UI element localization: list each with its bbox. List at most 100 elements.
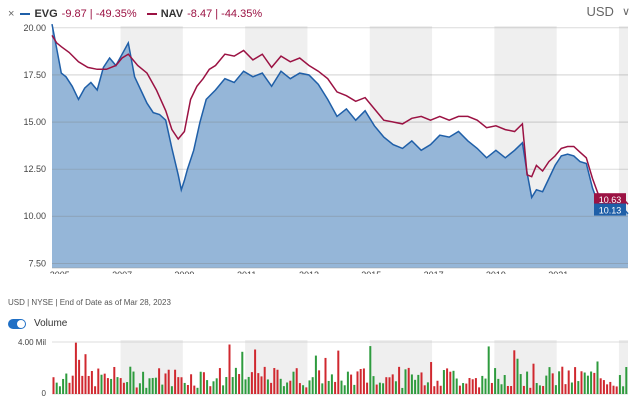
volume-bar	[567, 370, 570, 394]
volume-bar	[90, 370, 93, 394]
volume-bar	[129, 366, 132, 394]
volume-bar	[231, 377, 234, 394]
evg-end-label: 10.13	[599, 206, 622, 216]
volume-bar	[362, 368, 365, 394]
volume-bar	[305, 387, 308, 394]
volume-bar	[190, 374, 193, 394]
volume-bar	[410, 374, 413, 394]
volume-bar	[183, 382, 186, 394]
volume-bar	[394, 381, 397, 394]
volume-bar	[100, 374, 103, 394]
volume-bar	[215, 378, 218, 394]
volume-bar	[506, 385, 509, 394]
volume-toggle[interactable]	[8, 318, 26, 329]
volume-bar	[484, 378, 487, 394]
volume-bar	[404, 369, 407, 394]
volume-bar	[375, 384, 378, 394]
volume-bar	[138, 383, 141, 394]
volume-bar	[135, 387, 138, 394]
volume-bar	[238, 374, 241, 394]
y-tick-label: 17.50	[23, 70, 46, 80]
chart-legend: × EVG -9.87 | -49.35% NAV -8.47 | -44.35…	[8, 6, 272, 22]
volume-bar	[346, 371, 349, 394]
volume-bar	[145, 387, 148, 394]
volume-bar	[452, 370, 455, 394]
volume-bar	[586, 375, 589, 394]
volume-bar	[577, 381, 580, 394]
nav-swatch	[146, 13, 157, 15]
volume-bar	[551, 373, 554, 394]
volume-bar	[282, 386, 285, 394]
volume-bar	[302, 385, 305, 394]
volume-chart: 4.00 Mil 0	[18, 338, 628, 398]
volume-bar	[241, 351, 244, 394]
x-tick-label: 2013	[299, 270, 319, 274]
volume-bar	[366, 382, 369, 394]
volume-bar	[298, 383, 301, 394]
x-tick-label: 2019	[486, 270, 506, 274]
y-tick-label: 12.50	[23, 164, 46, 174]
volume-bar	[618, 375, 621, 394]
volume-bar	[503, 375, 506, 394]
volume-bar	[449, 371, 452, 394]
volume-bar	[193, 385, 196, 394]
volume-bar	[414, 379, 417, 394]
volume-bar	[273, 368, 276, 394]
volume-bar	[554, 385, 557, 394]
volume-bar	[401, 387, 404, 394]
volume-bar	[340, 380, 343, 394]
volume-bar	[490, 382, 493, 394]
volume-bar	[94, 386, 97, 394]
volume-bar	[62, 378, 65, 394]
volume-bar	[196, 387, 199, 394]
volume-toggle-row: Volume	[8, 318, 67, 329]
volume-bar	[250, 372, 253, 394]
volume-bar	[407, 367, 410, 394]
volume-bar	[545, 375, 548, 394]
volume-bar	[308, 380, 311, 394]
volume-bar	[385, 377, 388, 394]
volume-bar	[52, 377, 55, 394]
legend-evg-change: -9.87 | -49.35%	[61, 8, 137, 20]
volume-bar	[369, 346, 372, 394]
volume-bar	[116, 377, 119, 394]
volume-bar	[126, 382, 129, 394]
volume-bar	[558, 371, 561, 394]
volume-bar	[260, 376, 263, 394]
volume-bar	[596, 361, 599, 394]
volume-bar	[519, 374, 522, 394]
volume-bar	[228, 344, 231, 394]
volume-bar	[602, 380, 605, 394]
y-tick-label: 10.00	[23, 211, 46, 221]
vol-shaded-band-4	[618, 340, 628, 394]
volume-bar	[81, 375, 84, 394]
volume-bar	[462, 383, 465, 394]
volume-bar	[324, 357, 327, 394]
volume-bar	[254, 349, 257, 394]
volume-bar	[426, 382, 429, 394]
volume-bar	[487, 346, 490, 394]
volume-bar	[481, 375, 484, 394]
legend-nav-change: -8.47 | -44.35%	[187, 8, 263, 20]
volume-bar	[420, 372, 423, 394]
vol-tick-zero: 0	[42, 389, 47, 398]
currency-selector[interactable]: USD ∨	[586, 4, 630, 19]
volume-bar	[270, 382, 273, 394]
volume-bar	[382, 383, 385, 394]
volume-bar	[356, 371, 359, 394]
volume-bar	[314, 355, 317, 394]
y-tick-label: 7.50	[28, 258, 46, 268]
volume-bar	[177, 377, 180, 394]
volume-bar	[244, 379, 247, 394]
volume-bar	[119, 378, 122, 394]
close-icon[interactable]: ×	[8, 8, 15, 20]
volume-bar	[311, 377, 314, 394]
volume-bar	[103, 373, 106, 394]
volume-bar	[225, 377, 228, 394]
volume-bar	[590, 371, 593, 394]
volume-bar	[122, 382, 125, 394]
volume-bar	[513, 350, 516, 394]
volume-bar	[436, 380, 439, 394]
volume-bar	[68, 382, 71, 394]
volume-bar	[455, 378, 458, 394]
